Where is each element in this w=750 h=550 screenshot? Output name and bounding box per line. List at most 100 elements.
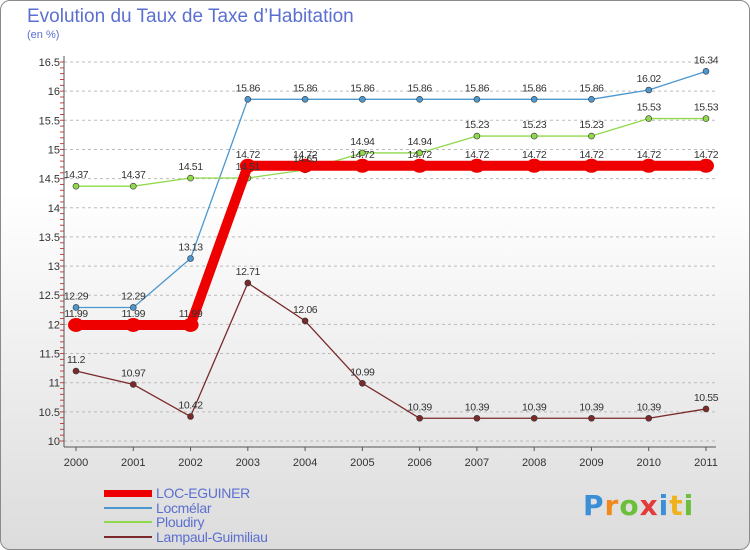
legend-swatch xyxy=(104,536,152,538)
y-tick-label: 14 xyxy=(48,203,60,215)
data-point xyxy=(473,132,481,140)
data-label: 14.94 xyxy=(350,136,375,148)
data-point xyxy=(583,158,600,173)
data-label: 15.86 xyxy=(350,82,375,94)
legend-item-ploudiry: Ploudiry xyxy=(104,514,205,530)
legend-swatch xyxy=(104,489,152,497)
data-label: 14.37 xyxy=(121,169,146,181)
data-point xyxy=(129,182,137,190)
x-tick-label: 2001 xyxy=(121,457,145,469)
chart-subtitle: (en %) xyxy=(27,29,60,41)
data-label: 12.29 xyxy=(121,290,146,302)
x-tick-label: 2006 xyxy=(407,457,431,469)
logo-letter: P xyxy=(583,489,605,522)
data-label: 10.42 xyxy=(178,400,203,412)
axes: 10 10.5 11 11.5 12 12.5 13 13.5 14 14.5 15 15.5 16 16… xyxy=(39,56,718,469)
data-point xyxy=(187,255,194,262)
data-label: 15.23 xyxy=(579,119,604,131)
legend-label: Lampaul-Guimiliau xyxy=(156,529,268,545)
data-point xyxy=(530,414,538,422)
data-label: 15.86 xyxy=(579,82,604,94)
data-point xyxy=(702,405,710,413)
data-point xyxy=(698,158,714,173)
legend-swatch xyxy=(104,507,152,509)
data-point xyxy=(187,413,194,420)
data-point xyxy=(125,317,142,332)
series-line xyxy=(76,70,707,309)
data-point xyxy=(530,96,538,103)
data-point xyxy=(354,158,371,173)
data-point xyxy=(416,96,423,103)
legend-label: Ploudiry xyxy=(156,514,205,530)
data-label: 15.86 xyxy=(465,82,490,94)
logo-letter: i xyxy=(683,489,695,522)
data-point xyxy=(244,96,252,103)
y-tick-label: 11.5 xyxy=(39,349,60,361)
data-label: 14.94 xyxy=(407,136,432,148)
data-point xyxy=(640,158,657,173)
grid-lines xyxy=(64,61,716,442)
data-point xyxy=(182,317,199,332)
data-label: 12.71 xyxy=(236,266,261,278)
logo-letter: o xyxy=(619,489,640,522)
data-label: 15.86 xyxy=(522,82,547,94)
data-label: 11.99 xyxy=(179,308,203,320)
data-label: 14.51 xyxy=(236,161,261,173)
data-label: 15.86 xyxy=(407,82,432,94)
y-tick-label: 13 xyxy=(48,261,60,273)
data-label: 15.23 xyxy=(465,119,490,131)
data-point xyxy=(702,115,710,122)
data-point xyxy=(129,381,137,388)
data-point xyxy=(129,304,137,311)
data-point xyxy=(239,158,256,173)
data-label: 11.99 xyxy=(64,308,88,320)
data-point xyxy=(244,279,252,287)
legend-label: Locmélar xyxy=(156,500,212,516)
data-point xyxy=(645,414,653,422)
proxiti-logo: Proxiti xyxy=(583,489,694,522)
logo-letter: i xyxy=(658,489,670,522)
data-point xyxy=(416,149,423,157)
data-label: 15.86 xyxy=(293,82,318,94)
data-label: 14.37 xyxy=(64,169,89,181)
data-label: 15.53 xyxy=(637,102,662,114)
logo-letter: t xyxy=(669,489,684,522)
y-tick-label: 15.5 xyxy=(39,115,60,127)
data-label: 14.72 xyxy=(694,149,719,161)
data-point xyxy=(68,317,84,332)
data-label: 15.86 xyxy=(236,82,261,94)
data-point xyxy=(297,158,314,173)
logo-letter: r xyxy=(604,489,620,522)
data-point xyxy=(416,414,423,422)
data-point xyxy=(411,158,428,173)
data-label: 16.02 xyxy=(637,73,662,85)
data-point xyxy=(645,115,653,122)
series-ploudiry xyxy=(72,115,710,190)
data-label: 15.23 xyxy=(522,119,547,131)
data-label: 14.72 xyxy=(236,149,261,161)
y-tick-label: 12.5 xyxy=(39,290,60,302)
x-tick-label: 2007 xyxy=(465,457,489,469)
y-tick-label: 10 xyxy=(48,436,60,448)
data-label: 12.06 xyxy=(293,304,318,316)
data-point xyxy=(588,132,595,140)
y-tick-label: 15 xyxy=(48,144,60,156)
data-label: 11.99 xyxy=(122,308,146,320)
data-label: 14.72 xyxy=(293,149,318,161)
y-tick-label: 12 xyxy=(48,319,60,331)
y-tick-label: 13.5 xyxy=(39,232,60,244)
series-layer xyxy=(68,68,714,422)
data-label: 15.53 xyxy=(694,102,719,114)
x-tick-label: 2005 xyxy=(350,457,374,469)
data-point xyxy=(72,367,80,375)
x-tick-label: 2002 xyxy=(178,457,202,469)
x-tick-label: 2003 xyxy=(236,457,260,469)
data-point xyxy=(301,317,309,325)
data-point xyxy=(359,379,366,387)
y-tick-label: 11 xyxy=(49,378,60,390)
x-tick-label: 2011 xyxy=(694,457,718,469)
data-point xyxy=(588,96,595,103)
x-tick-label: 2004 xyxy=(293,457,317,469)
legend-item-locmelar: Locmélar xyxy=(104,500,212,516)
